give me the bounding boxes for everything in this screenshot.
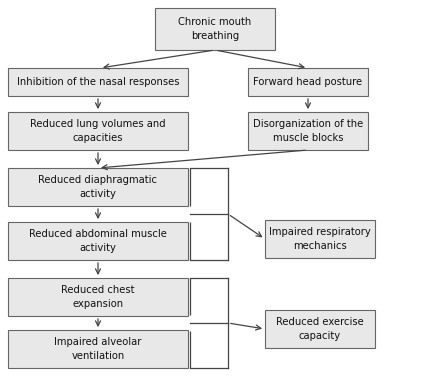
Text: Reduced lung volumes and
capacities: Reduced lung volumes and capacities (30, 119, 166, 142)
Text: Inhibition of the nasal responses: Inhibition of the nasal responses (17, 77, 179, 87)
Text: Chronic mouth
breathing: Chronic mouth breathing (178, 18, 252, 41)
Bar (248, 68, 368, 96)
Bar (8, 168, 188, 206)
Bar (8, 68, 188, 96)
Text: Reduced exercise
capacity: Reduced exercise capacity (276, 317, 364, 341)
Bar (155, 8, 275, 50)
Text: Reduced chest
expansion: Reduced chest expansion (61, 285, 135, 309)
Bar (265, 310, 375, 348)
Text: Forward head posture: Forward head posture (254, 77, 363, 87)
Text: Impaired respiratory
mechanics: Impaired respiratory mechanics (269, 227, 371, 251)
Text: Impaired alveolar
ventilation: Impaired alveolar ventilation (54, 338, 142, 360)
Text: Reduced diaphragmatic
activity: Reduced diaphragmatic activity (38, 175, 157, 199)
Text: Reduced abdominal muscle
activity: Reduced abdominal muscle activity (29, 229, 167, 253)
Text: Disorganization of the
muscle blocks: Disorganization of the muscle blocks (253, 119, 363, 142)
Bar (248, 112, 368, 150)
Bar (265, 220, 375, 258)
Bar (8, 112, 188, 150)
Bar (8, 278, 188, 316)
Bar (8, 330, 188, 368)
Bar (8, 222, 188, 260)
